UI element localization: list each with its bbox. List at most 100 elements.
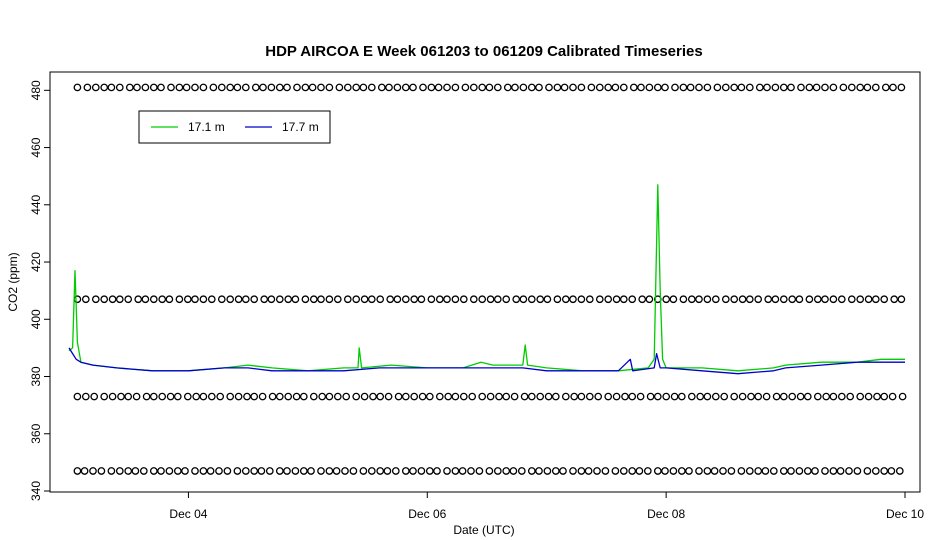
calibration-marker	[653, 83, 662, 92]
calibration-marker	[585, 392, 594, 401]
calibration-marker	[847, 83, 856, 92]
calibration-marker	[553, 83, 562, 92]
calibration-marker	[427, 295, 436, 304]
calibration-marker	[764, 295, 773, 304]
calibration-marker	[671, 83, 679, 92]
calibration-marker	[391, 467, 400, 475]
calibration-marker	[853, 467, 862, 475]
calibration-marker	[720, 392, 729, 401]
calibration-marker	[243, 392, 251, 401]
calibration-marker	[241, 83, 250, 92]
legend: 17.1 m 17.7 m	[138, 110, 331, 144]
calibration-marker	[377, 83, 386, 92]
calibration-marker	[611, 467, 620, 475]
calibration-marker	[173, 467, 182, 475]
calibration-marker	[686, 83, 695, 92]
y-axis-label: CO2 (ppm)	[6, 252, 20, 311]
calibration-marker	[737, 83, 746, 92]
calibration-marker	[897, 295, 906, 304]
calibration-marker	[839, 83, 848, 92]
calibration-marker	[376, 392, 385, 401]
calibration-marker	[241, 295, 250, 304]
calibration-marker	[638, 295, 647, 304]
calibration-marker	[643, 467, 652, 475]
calibration-marker	[897, 83, 906, 92]
calibration-marker	[763, 83, 771, 92]
calibration-marker	[847, 295, 856, 304]
calibration-marker	[629, 83, 638, 92]
calibration-marker	[527, 392, 536, 401]
calibration-marker	[107, 467, 116, 475]
calibration-marker	[207, 295, 216, 304]
calibration-marker	[864, 295, 873, 304]
calibration-marker	[268, 392, 277, 401]
calibration-marker	[97, 467, 106, 475]
calibration-marker	[443, 295, 451, 304]
calibration-marker	[206, 467, 215, 475]
calibration-marker	[183, 392, 192, 401]
calibration-marker	[880, 467, 889, 475]
calibration-marker	[89, 467, 97, 475]
calibration-marker	[226, 295, 235, 304]
calibration-marker	[367, 295, 376, 304]
calibration-marker	[191, 83, 199, 92]
calibration-marker	[871, 83, 880, 92]
calibration-marker	[80, 467, 89, 475]
calibration-marker	[158, 295, 167, 304]
calibration-marker	[149, 295, 158, 304]
calibration-marker	[451, 467, 460, 475]
calibration-marker	[73, 295, 82, 304]
calibration-marker	[662, 392, 671, 401]
calibration-marker	[167, 83, 175, 92]
y-tick-label: 480	[29, 80, 43, 100]
calibration-marker	[360, 392, 369, 401]
calibration-marker	[284, 295, 293, 304]
calibration-marker	[569, 467, 577, 475]
calibration-marker	[730, 295, 739, 304]
calibration-marker	[495, 392, 503, 401]
calibration-marker	[401, 392, 410, 401]
calibration-marker	[577, 392, 586, 401]
calibration-marker	[458, 467, 467, 475]
calibration-marker	[419, 83, 427, 92]
calibration-marker	[91, 83, 100, 92]
calibration-marker	[779, 392, 788, 401]
calibration-marker	[594, 392, 603, 401]
calibration-marker	[711, 392, 720, 401]
calibration-marker	[787, 83, 795, 92]
calibration-marker	[451, 392, 460, 401]
calibration-marker	[703, 295, 712, 304]
chart-title: HDP AIRCOA E Week 061203 to 061209 Calib…	[265, 43, 702, 60]
calibration-marker	[367, 83, 376, 92]
calibration-marker	[679, 295, 688, 304]
calibration-marker	[307, 467, 315, 475]
calibration-marker	[309, 392, 318, 401]
calibration-marker	[569, 295, 577, 304]
calibration-marker	[139, 467, 148, 475]
calibration-marker	[115, 295, 124, 304]
calibration-marker	[873, 392, 881, 401]
calibration-marker	[677, 467, 686, 475]
calibration-marker	[812, 83, 821, 92]
calibration-marker	[822, 392, 831, 401]
calibration-marker	[721, 83, 730, 92]
calibration-marker	[393, 295, 402, 304]
calibration-marker	[275, 83, 284, 92]
calibration-marker	[115, 467, 124, 475]
calibration-marker	[275, 392, 284, 401]
calibration-marker	[788, 295, 797, 304]
calibration-marker	[149, 83, 158, 92]
calibration-marker	[805, 295, 814, 304]
calibration-marker	[653, 467, 662, 475]
calibration-marker	[509, 467, 518, 475]
calibration-marker	[91, 295, 100, 304]
calibration-marker	[745, 295, 754, 304]
calibration-marker	[301, 83, 310, 92]
calibration-marker	[485, 83, 494, 92]
calibration-marker	[535, 467, 543, 475]
calibration-marker	[335, 83, 344, 92]
x-tick-label: Dec 06	[408, 507, 446, 521]
calibration-marker	[260, 295, 269, 304]
calibration-marker	[687, 295, 696, 304]
calibration-marker	[703, 392, 712, 401]
